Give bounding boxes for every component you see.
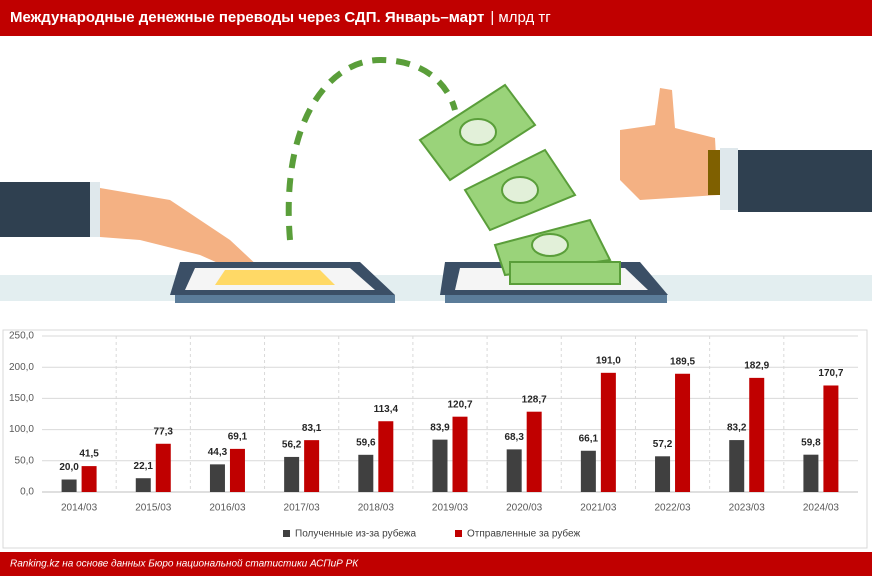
value-label: 128,7 xyxy=(522,394,547,405)
x-tick-label: 2014/03 xyxy=(61,503,98,514)
x-tick-label: 2023/03 xyxy=(729,503,766,514)
x-tick-label: 2024/03 xyxy=(803,503,840,514)
bar xyxy=(729,440,745,492)
value-label: 56,2 xyxy=(282,440,302,451)
bar xyxy=(229,448,245,492)
legend-label: Полученные из-за рубежа xyxy=(295,528,416,540)
value-label: 83,1 xyxy=(302,423,322,434)
y-tick-label: 0,0 xyxy=(20,487,34,498)
bar xyxy=(61,479,77,492)
bar xyxy=(600,372,616,492)
x-tick-label: 2022/03 xyxy=(654,503,691,514)
y-tick-label: 150,0 xyxy=(9,393,34,404)
bar xyxy=(135,478,151,492)
value-label: 189,5 xyxy=(670,356,695,367)
value-label: 83,2 xyxy=(727,423,747,434)
value-label: 182,9 xyxy=(744,361,769,372)
value-label: 66,1 xyxy=(579,433,599,444)
value-label: 44,3 xyxy=(208,447,228,458)
value-label: 59,8 xyxy=(801,437,821,448)
x-tick-label: 2020/03 xyxy=(506,503,543,514)
bar xyxy=(823,385,839,492)
value-label: 191,0 xyxy=(596,355,621,366)
legend-swatch xyxy=(455,530,462,537)
x-tick-label: 2021/03 xyxy=(580,503,617,514)
header-band xyxy=(0,0,872,36)
bar xyxy=(378,421,394,492)
bar xyxy=(304,440,320,492)
bar xyxy=(506,449,522,492)
legend-label: Отправленные за рубеж xyxy=(467,528,580,540)
y-tick-label: 200,0 xyxy=(9,362,34,373)
legend-swatch xyxy=(283,530,290,537)
value-label: 20,0 xyxy=(59,462,79,473)
x-tick-label: 2017/03 xyxy=(284,503,321,514)
footer-band xyxy=(0,552,872,576)
value-label: 41,5 xyxy=(79,449,99,460)
bar xyxy=(675,373,691,492)
value-label: 22,1 xyxy=(134,461,154,472)
value-label: 120,7 xyxy=(447,399,472,410)
value-label: 113,4 xyxy=(374,404,399,415)
bar xyxy=(284,456,300,492)
bar xyxy=(358,454,374,492)
chart-title: Международные денежные переводы через СД… xyxy=(10,9,484,26)
bar xyxy=(803,454,819,492)
bar xyxy=(580,450,596,492)
value-label: 57,2 xyxy=(653,439,673,450)
x-tick-label: 2015/03 xyxy=(135,503,172,514)
x-tick-label: 2016/03 xyxy=(209,503,246,514)
bar xyxy=(155,443,171,492)
x-tick-label: 2019/03 xyxy=(432,503,469,514)
unit: | млрд тг xyxy=(490,9,551,26)
y-tick-label: 50,0 xyxy=(15,455,35,466)
bar xyxy=(655,456,671,492)
bar xyxy=(81,466,97,492)
source: Ranking.kz на основе данных Бюро национа… xyxy=(10,559,359,570)
bar xyxy=(749,377,765,492)
bar xyxy=(452,416,468,492)
x-tick-label: 2018/03 xyxy=(358,503,395,514)
y-tick-label: 250,0 xyxy=(9,331,34,342)
value-label: 59,6 xyxy=(356,437,376,448)
illustration xyxy=(0,56,872,303)
title-line: Международные денежные переводы через СД… xyxy=(10,9,551,26)
bar xyxy=(432,439,448,492)
value-label: 68,3 xyxy=(504,432,524,443)
chart-frame xyxy=(2,329,868,549)
value-label: 170,7 xyxy=(818,368,843,379)
bar xyxy=(526,411,542,492)
bar xyxy=(209,464,225,492)
y-tick-label: 100,0 xyxy=(9,424,34,435)
value-label: 69,1 xyxy=(228,432,248,443)
value-label: 77,3 xyxy=(154,426,174,437)
value-label: 83,9 xyxy=(430,422,450,433)
